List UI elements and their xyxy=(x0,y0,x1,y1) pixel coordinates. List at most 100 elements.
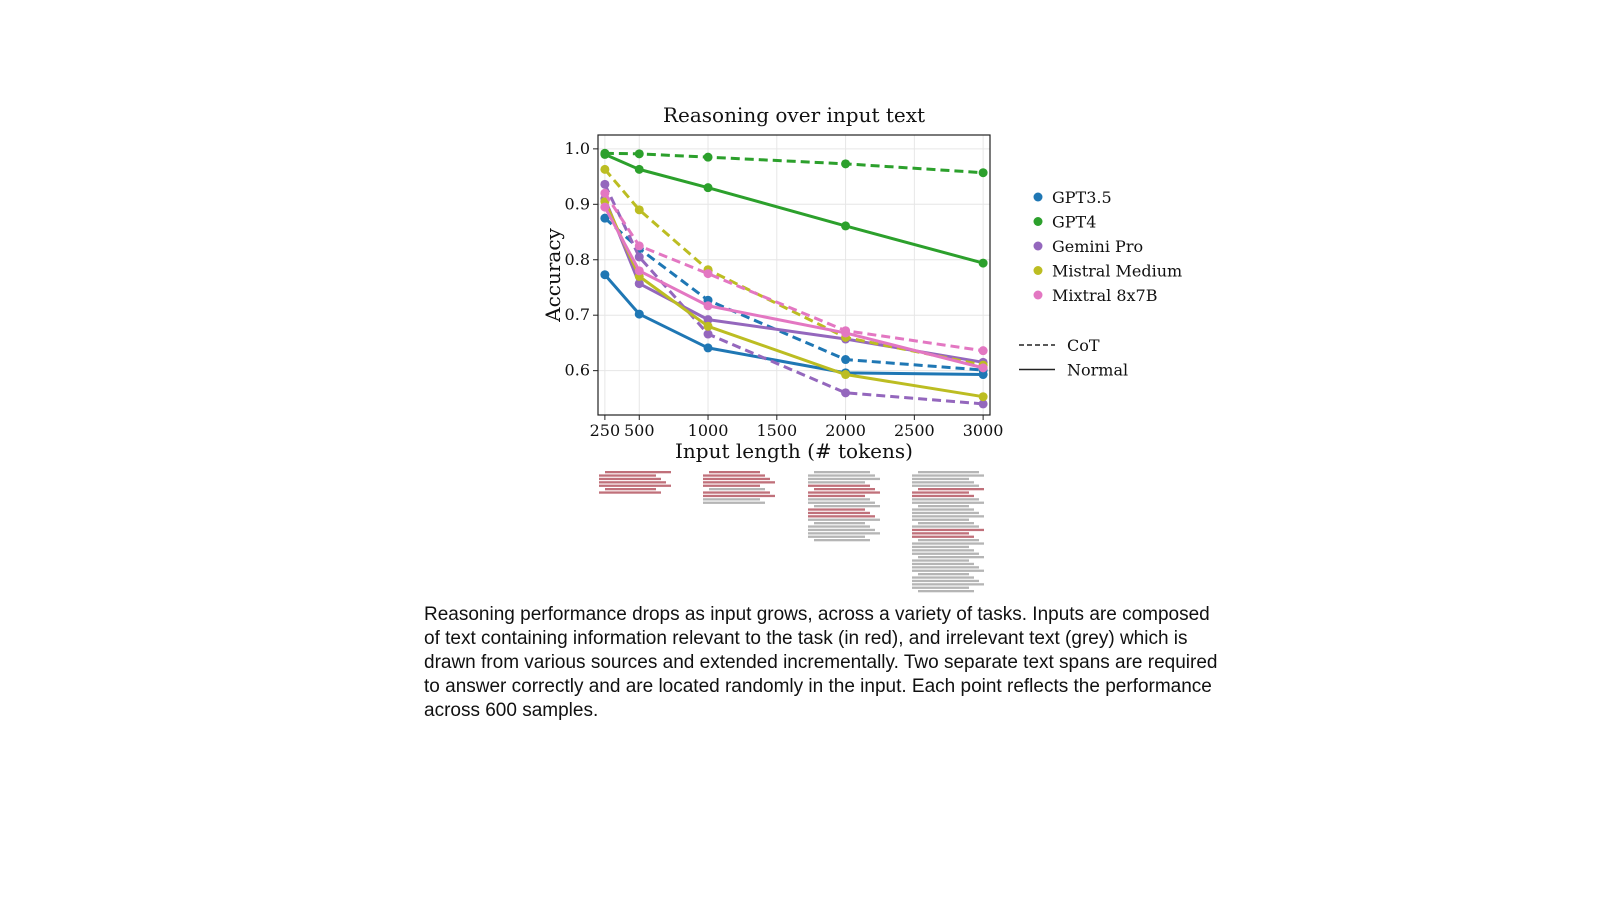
relevant-text-line xyxy=(808,515,875,518)
relevant-text-line xyxy=(605,488,656,491)
plot-frame xyxy=(597,134,991,416)
relevant-text-line xyxy=(912,528,984,532)
relevant-text-line xyxy=(912,532,969,535)
irrelevant-text-line xyxy=(918,573,969,576)
irrelevant-text-line xyxy=(814,539,870,542)
relevant-text-line xyxy=(808,484,870,487)
irrelevant-text-line xyxy=(808,501,875,504)
irrelevant-text-line xyxy=(912,518,969,521)
relevant-text-line xyxy=(605,471,671,474)
relevant-text-line xyxy=(599,481,666,484)
legend-label: Mistral Medium xyxy=(1052,262,1182,281)
irrelevant-text-line xyxy=(918,590,974,593)
relevant-text-line xyxy=(814,488,875,491)
irrelevant-text-line xyxy=(912,579,979,583)
irrelevant-text-line xyxy=(918,522,974,525)
relevant-text-line xyxy=(808,508,865,511)
legend-marker xyxy=(1033,290,1043,300)
relevant-text-line xyxy=(709,471,760,474)
relevant-text-line xyxy=(703,474,765,477)
relevant-text-line xyxy=(703,481,775,484)
gpt4-cot-point xyxy=(703,152,713,162)
gpt3-5-normal-line xyxy=(603,273,984,377)
irrelevant-text-line xyxy=(814,471,870,474)
irrelevant-text-line xyxy=(808,474,875,477)
legend-marker xyxy=(1033,241,1043,251)
irrelevant-text-line xyxy=(912,477,969,481)
irrelevant-text-line xyxy=(912,549,974,552)
mixtral-8x7b-normal-point xyxy=(978,363,988,373)
mixtral-8x7b-cot-point xyxy=(703,269,713,279)
mixtral-8x7b-cot-point xyxy=(634,241,644,251)
irrelevant-text-line xyxy=(912,525,979,528)
y-tick-label: 0.9 xyxy=(565,194,590,213)
relevant-text-line xyxy=(599,484,671,487)
relevant-text-line xyxy=(912,494,974,498)
axis-ticks: 250 500 1000 1500 2000 2500 3000 0.6 0.7 0.8 0.9 1.… xyxy=(565,139,1004,440)
mistral-medium-normal-point xyxy=(703,321,713,331)
irrelevant-text-line xyxy=(912,508,974,511)
legend: GPT3.5 GPT4 Gemini Pro Mistral Medium Mixtra… xyxy=(1019,188,1182,380)
legend-label: Mixtral 8x7B xyxy=(1052,286,1157,305)
gemini-pro-cot-point xyxy=(600,179,610,189)
relevant-text-line xyxy=(599,477,661,481)
relevant-text-line xyxy=(599,491,661,494)
irrelevant-text-line xyxy=(703,501,765,504)
irrelevant-text-line xyxy=(808,528,875,532)
mistral-medium-cot-point xyxy=(634,205,644,215)
irrelevant-text-line xyxy=(703,498,760,501)
irrelevant-text-line xyxy=(912,545,969,549)
mistral-medium-normal-point xyxy=(841,370,851,380)
x-axis-label: Input length (# tokens) xyxy=(675,439,913,463)
gemini-pro-cot-point xyxy=(703,329,713,339)
gpt4-cot-point xyxy=(600,148,610,158)
irrelevant-text-line xyxy=(918,556,984,559)
relevant-text-line xyxy=(599,474,656,477)
gpt4-cot-point xyxy=(634,149,644,159)
relevant-text-line xyxy=(703,494,775,498)
x-tick-label: 2500 xyxy=(894,421,935,440)
x-tick-label: 250 xyxy=(590,421,621,440)
irrelevant-text-line xyxy=(808,481,865,484)
irrelevant-text-line xyxy=(912,562,974,566)
irrelevant-text-line xyxy=(912,498,979,501)
y-axis-label: Accuracy xyxy=(541,227,565,322)
relevant-text-line xyxy=(918,488,984,491)
figure-caption: Reasoning performance drops as input gro… xyxy=(424,604,1218,721)
irrelevant-text-line xyxy=(808,525,870,528)
irrelevant-text-line xyxy=(918,471,979,474)
gpt3-5-cot-point xyxy=(600,213,610,223)
y-tick-label: 0.6 xyxy=(565,361,590,380)
y-tick-label: 1.0 xyxy=(565,139,590,158)
relevant-text-line xyxy=(703,477,770,481)
gpt4-normal-point xyxy=(978,258,988,268)
irrelevant-text-line xyxy=(912,515,984,518)
legend-marker xyxy=(1033,192,1043,202)
irrelevant-text-line xyxy=(912,511,979,515)
irrelevant-text-line xyxy=(808,498,870,501)
mixtral-8x7b-normal-point xyxy=(600,202,610,212)
relevant-text-line xyxy=(808,511,870,515)
irrelevant-text-line xyxy=(814,505,880,508)
gemini-pro-normal-point xyxy=(703,315,713,325)
x-tick-label: 2000 xyxy=(825,421,866,440)
irrelevant-text-line xyxy=(912,542,984,545)
gpt4-cot-point xyxy=(978,168,988,178)
mixtral-8x7b-normal-point xyxy=(703,301,713,311)
legend-label: CoT xyxy=(1067,336,1100,355)
irrelevant-text-line xyxy=(912,501,984,504)
gpt3-5-normal-point xyxy=(634,309,644,319)
gemini-pro-cot-point xyxy=(841,388,851,398)
irrelevant-text-line xyxy=(912,474,984,477)
mixtral-8x7b-cot-point xyxy=(978,346,988,356)
x-tick-label: 3000 xyxy=(963,421,1004,440)
gpt4-normal-point xyxy=(703,183,713,193)
input-illustration xyxy=(599,471,984,593)
irrelevant-text-line xyxy=(912,583,984,586)
gpt4-normal-point xyxy=(841,221,851,231)
legend-marker xyxy=(1033,266,1043,275)
relevant-text-line xyxy=(808,494,865,498)
irrelevant-text-line xyxy=(918,505,969,508)
gpt3-5-normal-point xyxy=(600,270,610,280)
irrelevant-text-line xyxy=(912,576,974,579)
